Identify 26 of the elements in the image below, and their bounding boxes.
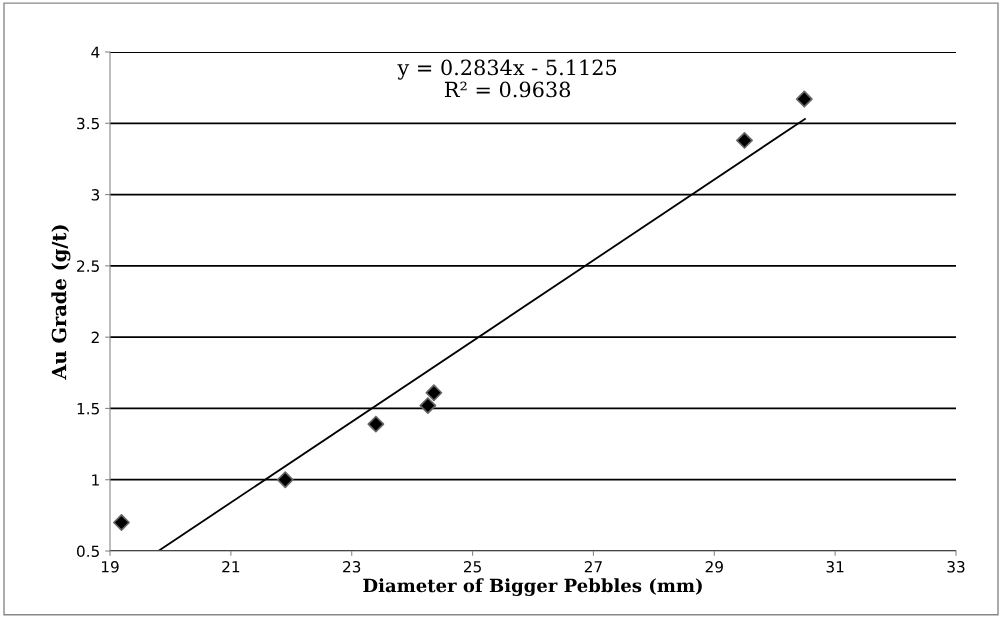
- x-tick-label: 33: [947, 560, 965, 573]
- x-axis-title: Diameter of Bigger Pebbles (mm): [363, 578, 702, 597]
- y-tick-label: 3.5: [77, 117, 99, 130]
- y-axis-title: Au Grade (g/t): [51, 225, 71, 380]
- y-tick-label: 3: [91, 189, 100, 201]
- point: [425, 384, 443, 402]
- y-tick-label: 2.5: [77, 260, 99, 272]
- point: [113, 514, 130, 531]
- y-tick-label: 1: [92, 474, 99, 486]
- point: [276, 471, 294, 489]
- y-tick-label: 0.5: [76, 545, 99, 558]
- x-tick-label: 21: [222, 560, 240, 573]
- y-tick-label: 2: [91, 331, 99, 343]
- point: [736, 131, 753, 149]
- x-tick-label: 25: [463, 560, 481, 573]
- point: [367, 415, 385, 433]
- point: [419, 397, 437, 415]
- x-tick-label: 27: [584, 560, 602, 573]
- y-tick-label: 1.5: [77, 403, 99, 415]
- x-tick-label: 19: [101, 560, 119, 573]
- annotation: y = 0.2834x - 5.1125 R² = 0.9638: [397, 59, 617, 98]
- x-tick-label: 23: [343, 560, 361, 573]
- point: [795, 90, 813, 108]
- x-tick-label: 31: [826, 560, 844, 573]
- y-tick-label: 4: [91, 46, 100, 58]
- x-tick-label: 29: [705, 560, 723, 573]
